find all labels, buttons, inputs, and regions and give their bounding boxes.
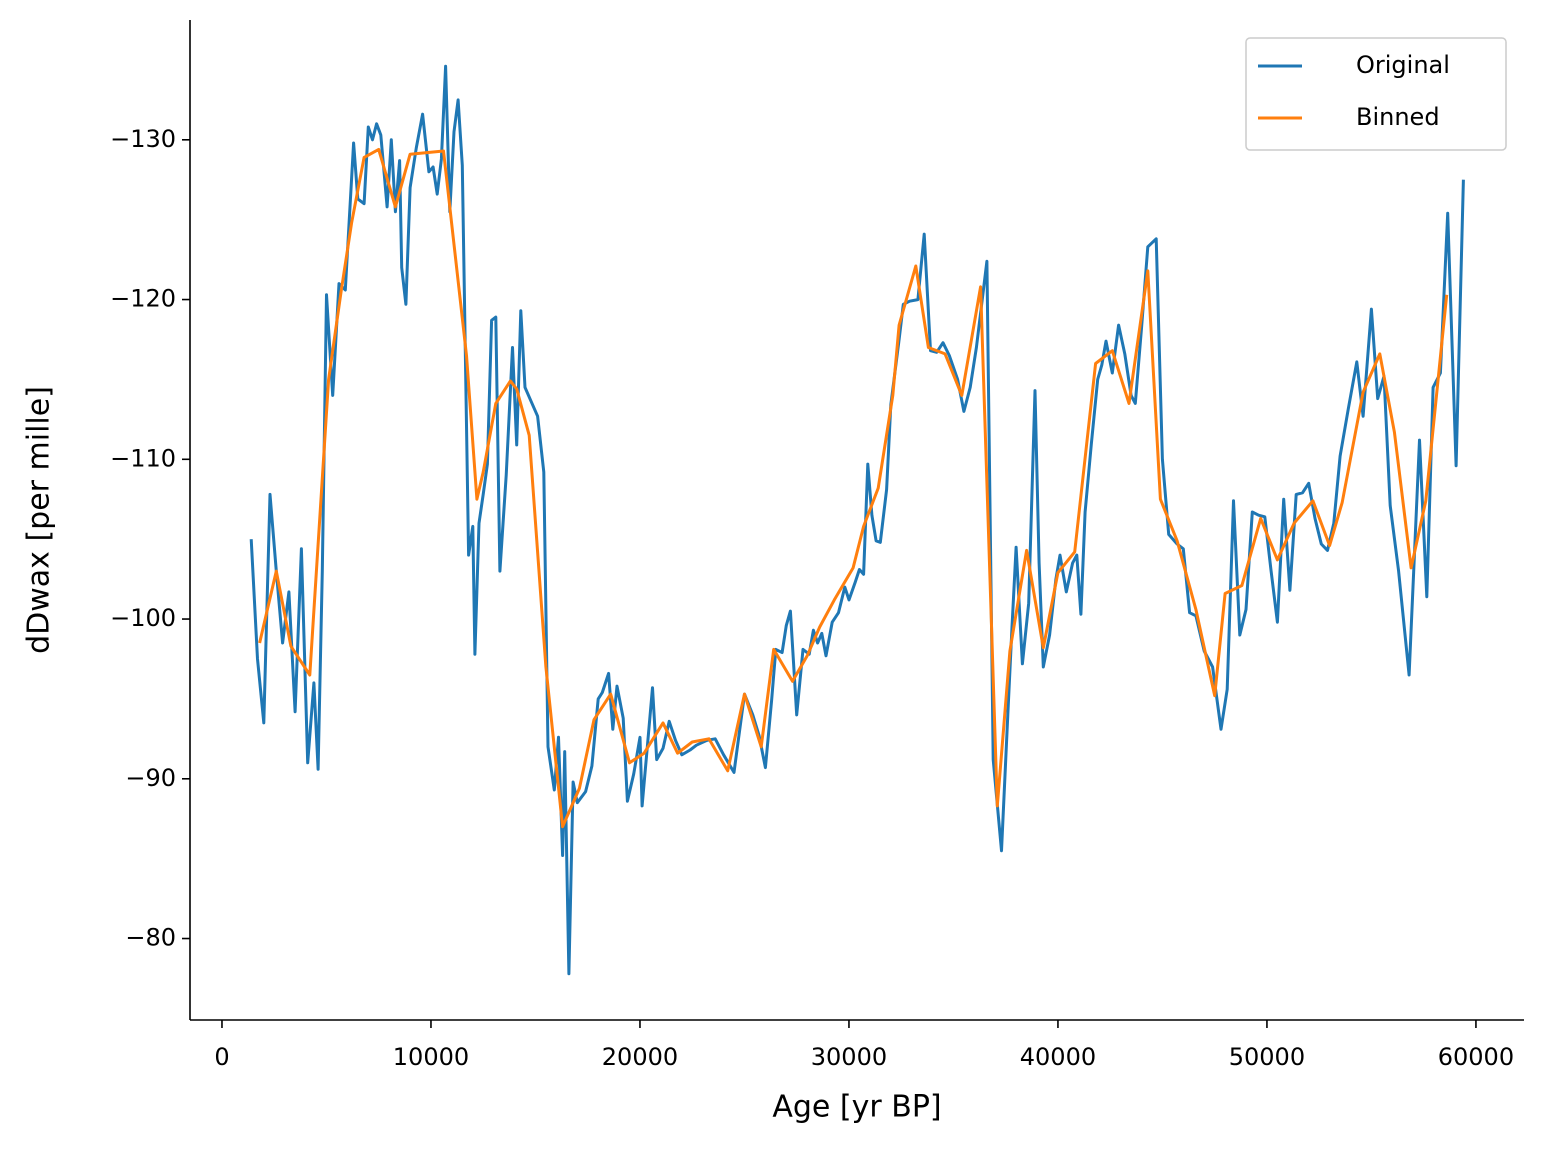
x-tick-label: 50000	[1229, 1043, 1305, 1071]
legend-box	[1245, 37, 1507, 151]
y-tick-label: −90	[125, 764, 176, 792]
x-tick-label: 30000	[811, 1043, 887, 1071]
y-tick-label: −130	[110, 125, 176, 153]
y-tick-label: −100	[110, 604, 176, 632]
x-tick-label: 10000	[393, 1043, 469, 1071]
x-axis-label: Age [yr BP]	[772, 1090, 941, 1125]
y-tick-label: −120	[110, 285, 176, 313]
y-tick-label: −80	[125, 924, 176, 952]
y-tick-label: −110	[110, 444, 176, 472]
legend-label: Binned	[1356, 103, 1440, 131]
x-tick-label: 0	[214, 1043, 229, 1071]
legend-label: Original	[1356, 51, 1450, 79]
x-tick-label: 40000	[1020, 1043, 1096, 1071]
x-tick-label: 60000	[1438, 1043, 1514, 1071]
data-line	[258, 147, 1449, 829]
x-tick-label: 20000	[602, 1043, 678, 1071]
data-line	[249, 64, 1465, 976]
y-axis-label: dDwax [per mille]	[22, 386, 57, 654]
